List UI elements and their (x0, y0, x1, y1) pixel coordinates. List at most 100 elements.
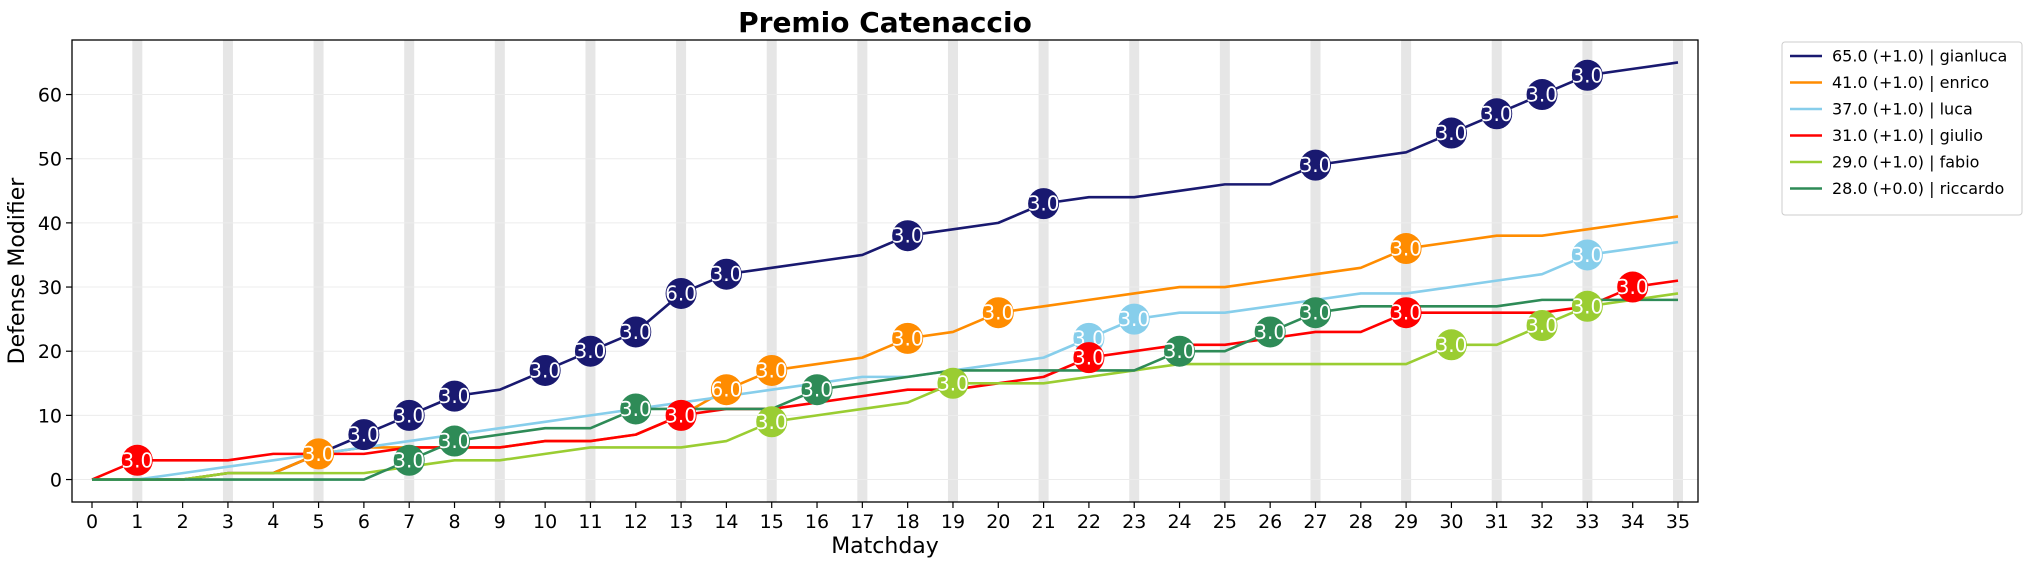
point-marker: 3.0 (982, 297, 1014, 329)
x-tick-label: 3 (222, 511, 234, 533)
marker-dot (756, 354, 788, 386)
marker-dot (937, 367, 969, 399)
matchday-stripe (1129, 40, 1140, 502)
marker-label: 3.0 (393, 403, 425, 427)
point-marker: 3.0 (1526, 79, 1558, 111)
marker-dot (393, 444, 425, 476)
point-marker: 3.0 (439, 380, 471, 412)
point-marker: 6.0 (665, 277, 697, 309)
legend-label: 41.0 (+1.0) | enrico (1832, 73, 1989, 92)
marker-dot (801, 374, 833, 406)
matchday-stripe (766, 40, 777, 502)
marker-dot (892, 220, 924, 252)
x-tick-label: 31 (1485, 511, 1509, 533)
x-tick-label: 17 (850, 511, 874, 533)
marker-label: 3.0 (1436, 121, 1468, 145)
point-marker: 3.0 (937, 367, 969, 399)
marker-dot (529, 354, 561, 386)
matchday-stripe (132, 40, 143, 502)
legend-item: 31.0 (+1.0) | giulio (1790, 126, 1983, 145)
matchday-stripe (857, 40, 868, 502)
point-marker: 3.0 (393, 399, 425, 431)
marker-dot (393, 399, 425, 431)
legend-label: 37.0 (+1.0) | luca (1832, 100, 1973, 119)
point-marker: 3.0 (1571, 59, 1603, 91)
marker-dot (756, 406, 788, 438)
legend-label: 31.0 (+1.0) | giulio (1832, 126, 1983, 145)
x-tick-label: 11 (578, 511, 602, 533)
x-tick-label: 24 (1167, 511, 1191, 533)
point-marker: 3.0 (529, 354, 561, 386)
series-markers: 3.0 3.0 3.0 3.0 3.0 3.0 6.0 3.0 3.0 3.0 3.0 3.0 3.0 3… (121, 59, 1649, 476)
x-tick-label: 34 (1621, 511, 1645, 533)
x-tick-label: 16 (805, 511, 829, 533)
matchday-stripe (1491, 40, 1502, 502)
matchday-stripe (1673, 40, 1683, 502)
x-tick-label: 29 (1394, 511, 1418, 533)
marker-dot (1390, 233, 1422, 265)
marker-dot (1435, 329, 1467, 361)
x-axis-ticks: 0 1 2 3 4 5 6 7 8 9 10 11 12 13 14 15 16 17 18 19 20 21 22 23 24… (86, 502, 1690, 533)
marker-dot (439, 425, 471, 457)
point-marker: 3.0 (756, 354, 788, 386)
chart-title: Premio Catenaccio (738, 6, 1032, 39)
x-tick-label: 25 (1213, 511, 1237, 533)
marker-dot (574, 335, 606, 367)
marker-dot (1073, 342, 1105, 374)
y-tick-label: 50 (38, 149, 62, 171)
marker-label: 3.0 (665, 403, 697, 427)
legend-item: 41.0 (+1.0) | enrico (1790, 73, 1989, 92)
y-tick-label: 10 (38, 405, 62, 427)
marker-dot (1617, 271, 1649, 303)
marker-label: 3.0 (439, 384, 471, 408)
point-marker: 3.0 (1390, 233, 1422, 265)
marker-dot (982, 297, 1014, 329)
marker-label: 3.0 (1028, 192, 1060, 216)
marker-dot (710, 258, 742, 290)
x-tick-label: 20 (986, 511, 1010, 533)
marker-label: 3.0 (756, 358, 788, 382)
x-tick-label: 1 (131, 511, 143, 533)
marker-label: 3.0 (1526, 83, 1558, 107)
marker-dot (1435, 117, 1467, 149)
marker-label: 3.0 (1390, 237, 1422, 261)
marker-dot (1390, 297, 1422, 329)
x-tick-label: 22 (1077, 511, 1101, 533)
marker-label: 3.0 (620, 397, 652, 421)
point-marker: 3.0 (1254, 316, 1286, 348)
x-tick-label: 26 (1258, 511, 1282, 533)
point-marker: 3.0 (801, 374, 833, 406)
x-tick-label: 8 (448, 511, 460, 533)
marker-label: 3.0 (892, 224, 924, 248)
marker-dot (665, 277, 697, 309)
point-marker: 3.0 (1390, 297, 1422, 329)
point-marker: 3.0 (1435, 117, 1468, 149)
matchday-stripe (947, 40, 958, 502)
marker-dot (892, 322, 924, 354)
marker-label: 3.0 (710, 262, 742, 286)
x-tick-label: 21 (1032, 511, 1056, 533)
point-marker: 3.0 (1299, 149, 1331, 181)
x-tick-label: 12 (624, 511, 648, 533)
marker-label: 3.0 (1118, 307, 1150, 331)
marker-label: 3.0 (1390, 301, 1422, 325)
point-marker: 3.0 (756, 406, 788, 438)
point-marker: 3.0 (121, 444, 153, 476)
marker-label: 3.0 (620, 320, 652, 344)
matchday-stripe (1038, 40, 1049, 502)
legend-item: 29.0 (+1.0) | fabio (1790, 153, 1979, 172)
matchday-stripe (222, 40, 233, 502)
marker-label: 3.0 (1571, 63, 1603, 87)
point-marker: 3.0 (1526, 310, 1558, 342)
marker-label: 3.0 (801, 378, 833, 402)
marker-dot (1299, 149, 1331, 181)
matchday-stripe (1401, 40, 1412, 502)
x-tick-label: 18 (896, 511, 920, 533)
legend-label: 29.0 (+1.0) | fabio (1832, 153, 1979, 172)
x-tick-label: 30 (1439, 511, 1463, 533)
legend-item: 28.0 (+0.0) | riccardo (1790, 179, 2004, 198)
marker-label: 6.0 (710, 378, 742, 402)
marker-dot (1118, 303, 1150, 335)
matchday-stripe (1219, 40, 1230, 502)
